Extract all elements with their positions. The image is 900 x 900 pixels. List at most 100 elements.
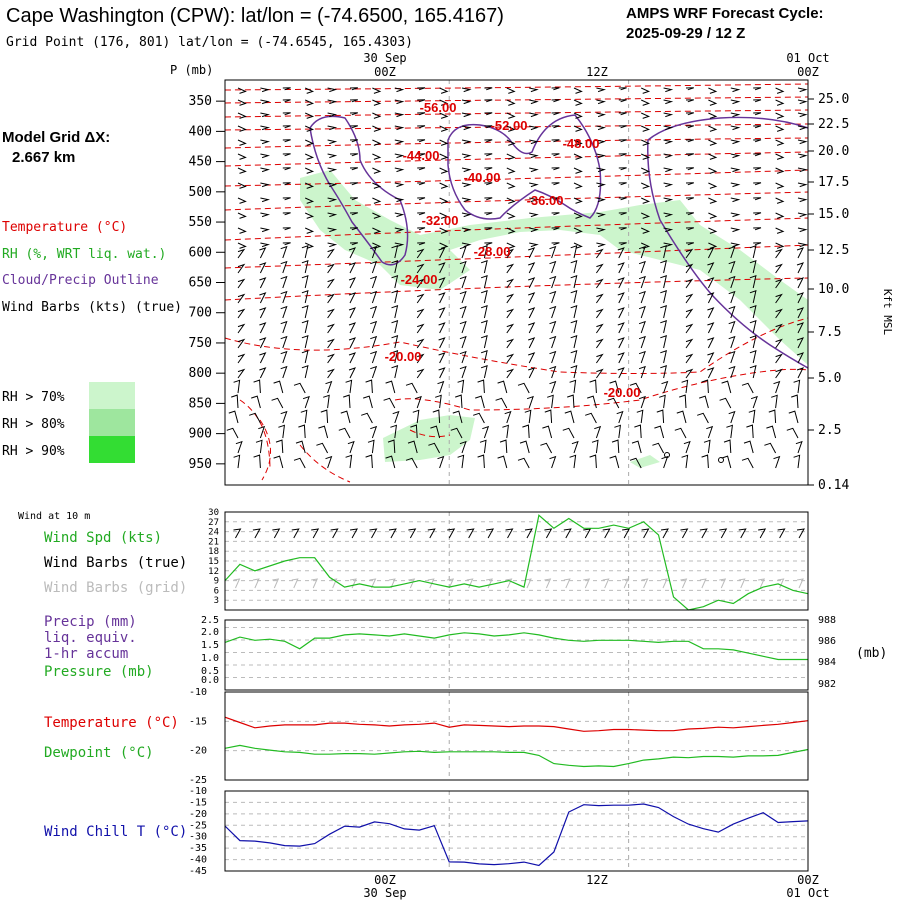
pressure-tick-label: 600: [189, 245, 212, 260]
wind-barb-true: [544, 528, 553, 539]
wind-barb-grid: [544, 578, 552, 589]
wind-barb: [304, 139, 315, 146]
legend-rh: RH (%, WRT liq. wat.): [2, 247, 166, 262]
wind-barb: [260, 139, 271, 145]
wind-barb: [391, 260, 399, 274]
wind-barb: [573, 139, 583, 146]
wind-barb: [683, 440, 691, 454]
wind-barb: [753, 242, 762, 246]
wind-barb: [748, 409, 756, 424]
wind-barb: [595, 323, 604, 334]
wind-barb: [506, 248, 515, 259]
wind-barb: [259, 247, 267, 259]
wind-barb: [753, 227, 762, 231]
wind-barb: [573, 197, 583, 204]
wind-tick-label: 9: [214, 577, 219, 587]
wind-barb: [461, 139, 472, 145]
wind-barb: [372, 99, 382, 106]
wind-barb: [796, 322, 804, 334]
wind-barb: [293, 382, 306, 394]
wind-barb: [573, 112, 583, 119]
wind-barb: [685, 153, 694, 157]
height-tick-label: 2.5: [818, 423, 841, 438]
wind-barb: [685, 293, 694, 304]
wind-barb: [730, 99, 741, 105]
wind-barb: [749, 335, 757, 349]
wind-barb: [775, 323, 783, 334]
wind-barb: [370, 260, 378, 274]
wind-barb: [327, 197, 338, 203]
precip-liq-label: liq. equiv.: [44, 630, 137, 646]
wind-barb: [405, 382, 418, 394]
wind-chill-panel: Wind Chill T (°C) -45-40-35-30-25-20-15-…: [44, 786, 809, 877]
wind-barb: [480, 305, 488, 319]
wind-barb: [551, 139, 560, 143]
wind-barb: [638, 350, 646, 364]
wind-barb-true: [447, 528, 456, 539]
wind-barb: [282, 99, 291, 103]
pressure-tick-label: 984: [818, 657, 836, 668]
wind-barb: [719, 397, 732, 409]
wind-barb-grid: [233, 578, 241, 589]
wind-barb: [607, 397, 620, 409]
wind-barb: [749, 260, 757, 274]
wind-barb: [529, 227, 539, 233]
wind-barb: [638, 365, 646, 379]
wind-barb-true: [291, 528, 300, 539]
wind-barb: [726, 424, 733, 439]
wind-barb: [237, 308, 246, 319]
wind-barb: [480, 260, 488, 274]
calm-wind-circle: [664, 452, 670, 458]
wind-barb: [506, 99, 516, 106]
wind-barb: [617, 292, 625, 304]
wind-panel-frame: [224, 511, 809, 611]
wind-barb: [707, 307, 715, 319]
wind-barb: [549, 455, 557, 469]
wind-barb: [708, 99, 718, 106]
wind-barb: [301, 335, 309, 349]
wind-barb: [365, 454, 373, 469]
wind-barb: [459, 305, 467, 319]
wind-barb: [708, 112, 718, 119]
precip-tick-label: 0.5: [201, 666, 219, 677]
wind-barb: [260, 167, 271, 173]
wind-barb: [741, 457, 754, 469]
wind-barb: [730, 197, 741, 203]
wind-barb: [394, 153, 405, 159]
wind-barb: [480, 350, 488, 364]
pressure-tick-label: 900: [189, 427, 212, 442]
wind-barb: [506, 87, 516, 94]
wind-barb: [293, 457, 306, 469]
wind-barb: [728, 275, 736, 289]
wind-barb: [595, 338, 604, 349]
wind-barb: [631, 440, 642, 454]
wind-barb: [728, 350, 736, 364]
wind-barb: [753, 197, 762, 201]
wind-barb: [685, 212, 694, 216]
wind-barb: [484, 125, 493, 129]
wind-barb: [394, 197, 405, 203]
wind-barb-grid: [311, 578, 319, 589]
pressure-tick-label: 550: [189, 215, 212, 230]
wind-barb: [259, 337, 267, 349]
wind-barb: [477, 454, 485, 469]
wind-barb: [348, 307, 356, 319]
wind-barb: [504, 410, 512, 424]
wind-barb: [775, 212, 785, 219]
wind-barb: [327, 293, 335, 304]
wind-barb: [797, 242, 808, 248]
wind-barb: [318, 425, 329, 439]
wind-barb: [663, 112, 674, 118]
wind-barb: [259, 352, 267, 364]
wind-barb: [233, 454, 241, 469]
wind-barb: [749, 290, 757, 304]
wind-barb: [439, 87, 449, 94]
wind-barb: [730, 182, 741, 188]
wind-barb: [372, 182, 382, 189]
wind-barb: [304, 182, 315, 189]
height-tick-label: 10.0: [818, 282, 849, 297]
wind-barb: [723, 439, 732, 454]
wind-barb: [685, 248, 694, 259]
wind-barb: [484, 197, 493, 201]
